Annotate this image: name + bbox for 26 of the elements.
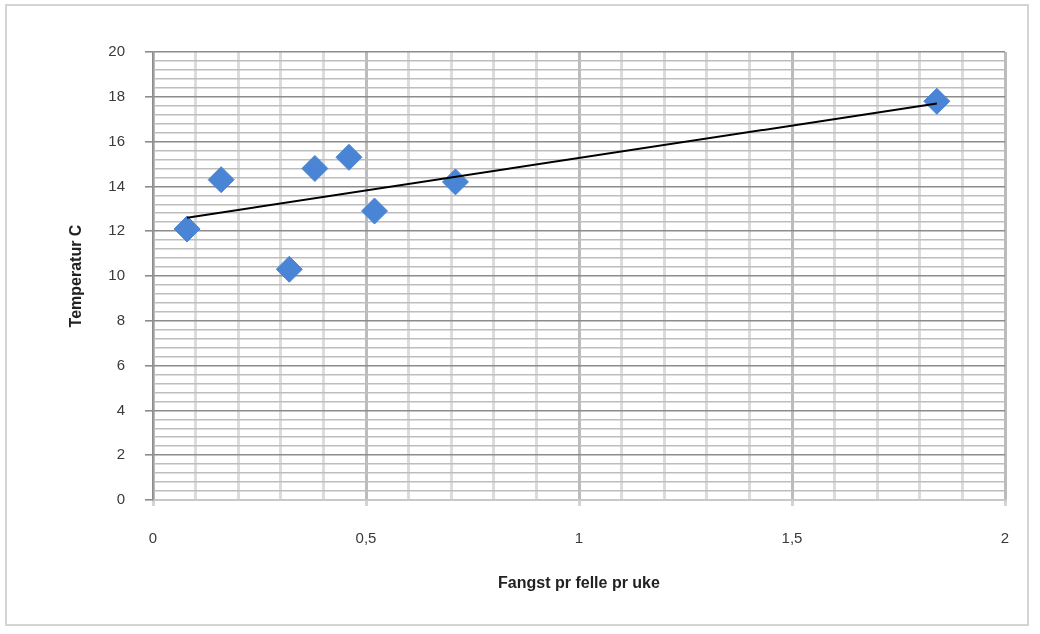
x-tick-label: 2 <box>1000 529 1010 547</box>
y-tick-label: 4 <box>116 400 125 418</box>
y-tick-label: 8 <box>116 310 125 328</box>
y-tick-label: 10 <box>108 266 125 284</box>
point <box>441 168 469 196</box>
x-axis-title: Fangst pr felle pr uke <box>498 573 661 591</box>
x-tick-label: 0,5 <box>355 529 377 547</box>
x-tick-label: 0 <box>148 529 158 547</box>
y-axis-title: Temperatur C <box>67 224 85 328</box>
point <box>361 197 389 225</box>
y-tick-label: 20 <box>108 42 125 60</box>
point <box>275 255 303 283</box>
point <box>335 143 363 171</box>
point <box>173 215 201 243</box>
y-tick-label: 12 <box>108 221 125 239</box>
point <box>207 166 235 194</box>
point <box>301 154 329 182</box>
x-tick-label: 1 <box>574 529 584 547</box>
y-tick-label: 18 <box>108 86 125 104</box>
x-tick-label: 1,5 <box>781 529 803 547</box>
y-tick-label: 14 <box>108 176 125 194</box>
y-tick-label: 16 <box>108 131 125 149</box>
y-tick-label: 2 <box>116 445 125 463</box>
y-tick-label: 6 <box>116 355 125 373</box>
point <box>923 87 951 115</box>
y-tick-label: 0 <box>116 490 125 508</box>
